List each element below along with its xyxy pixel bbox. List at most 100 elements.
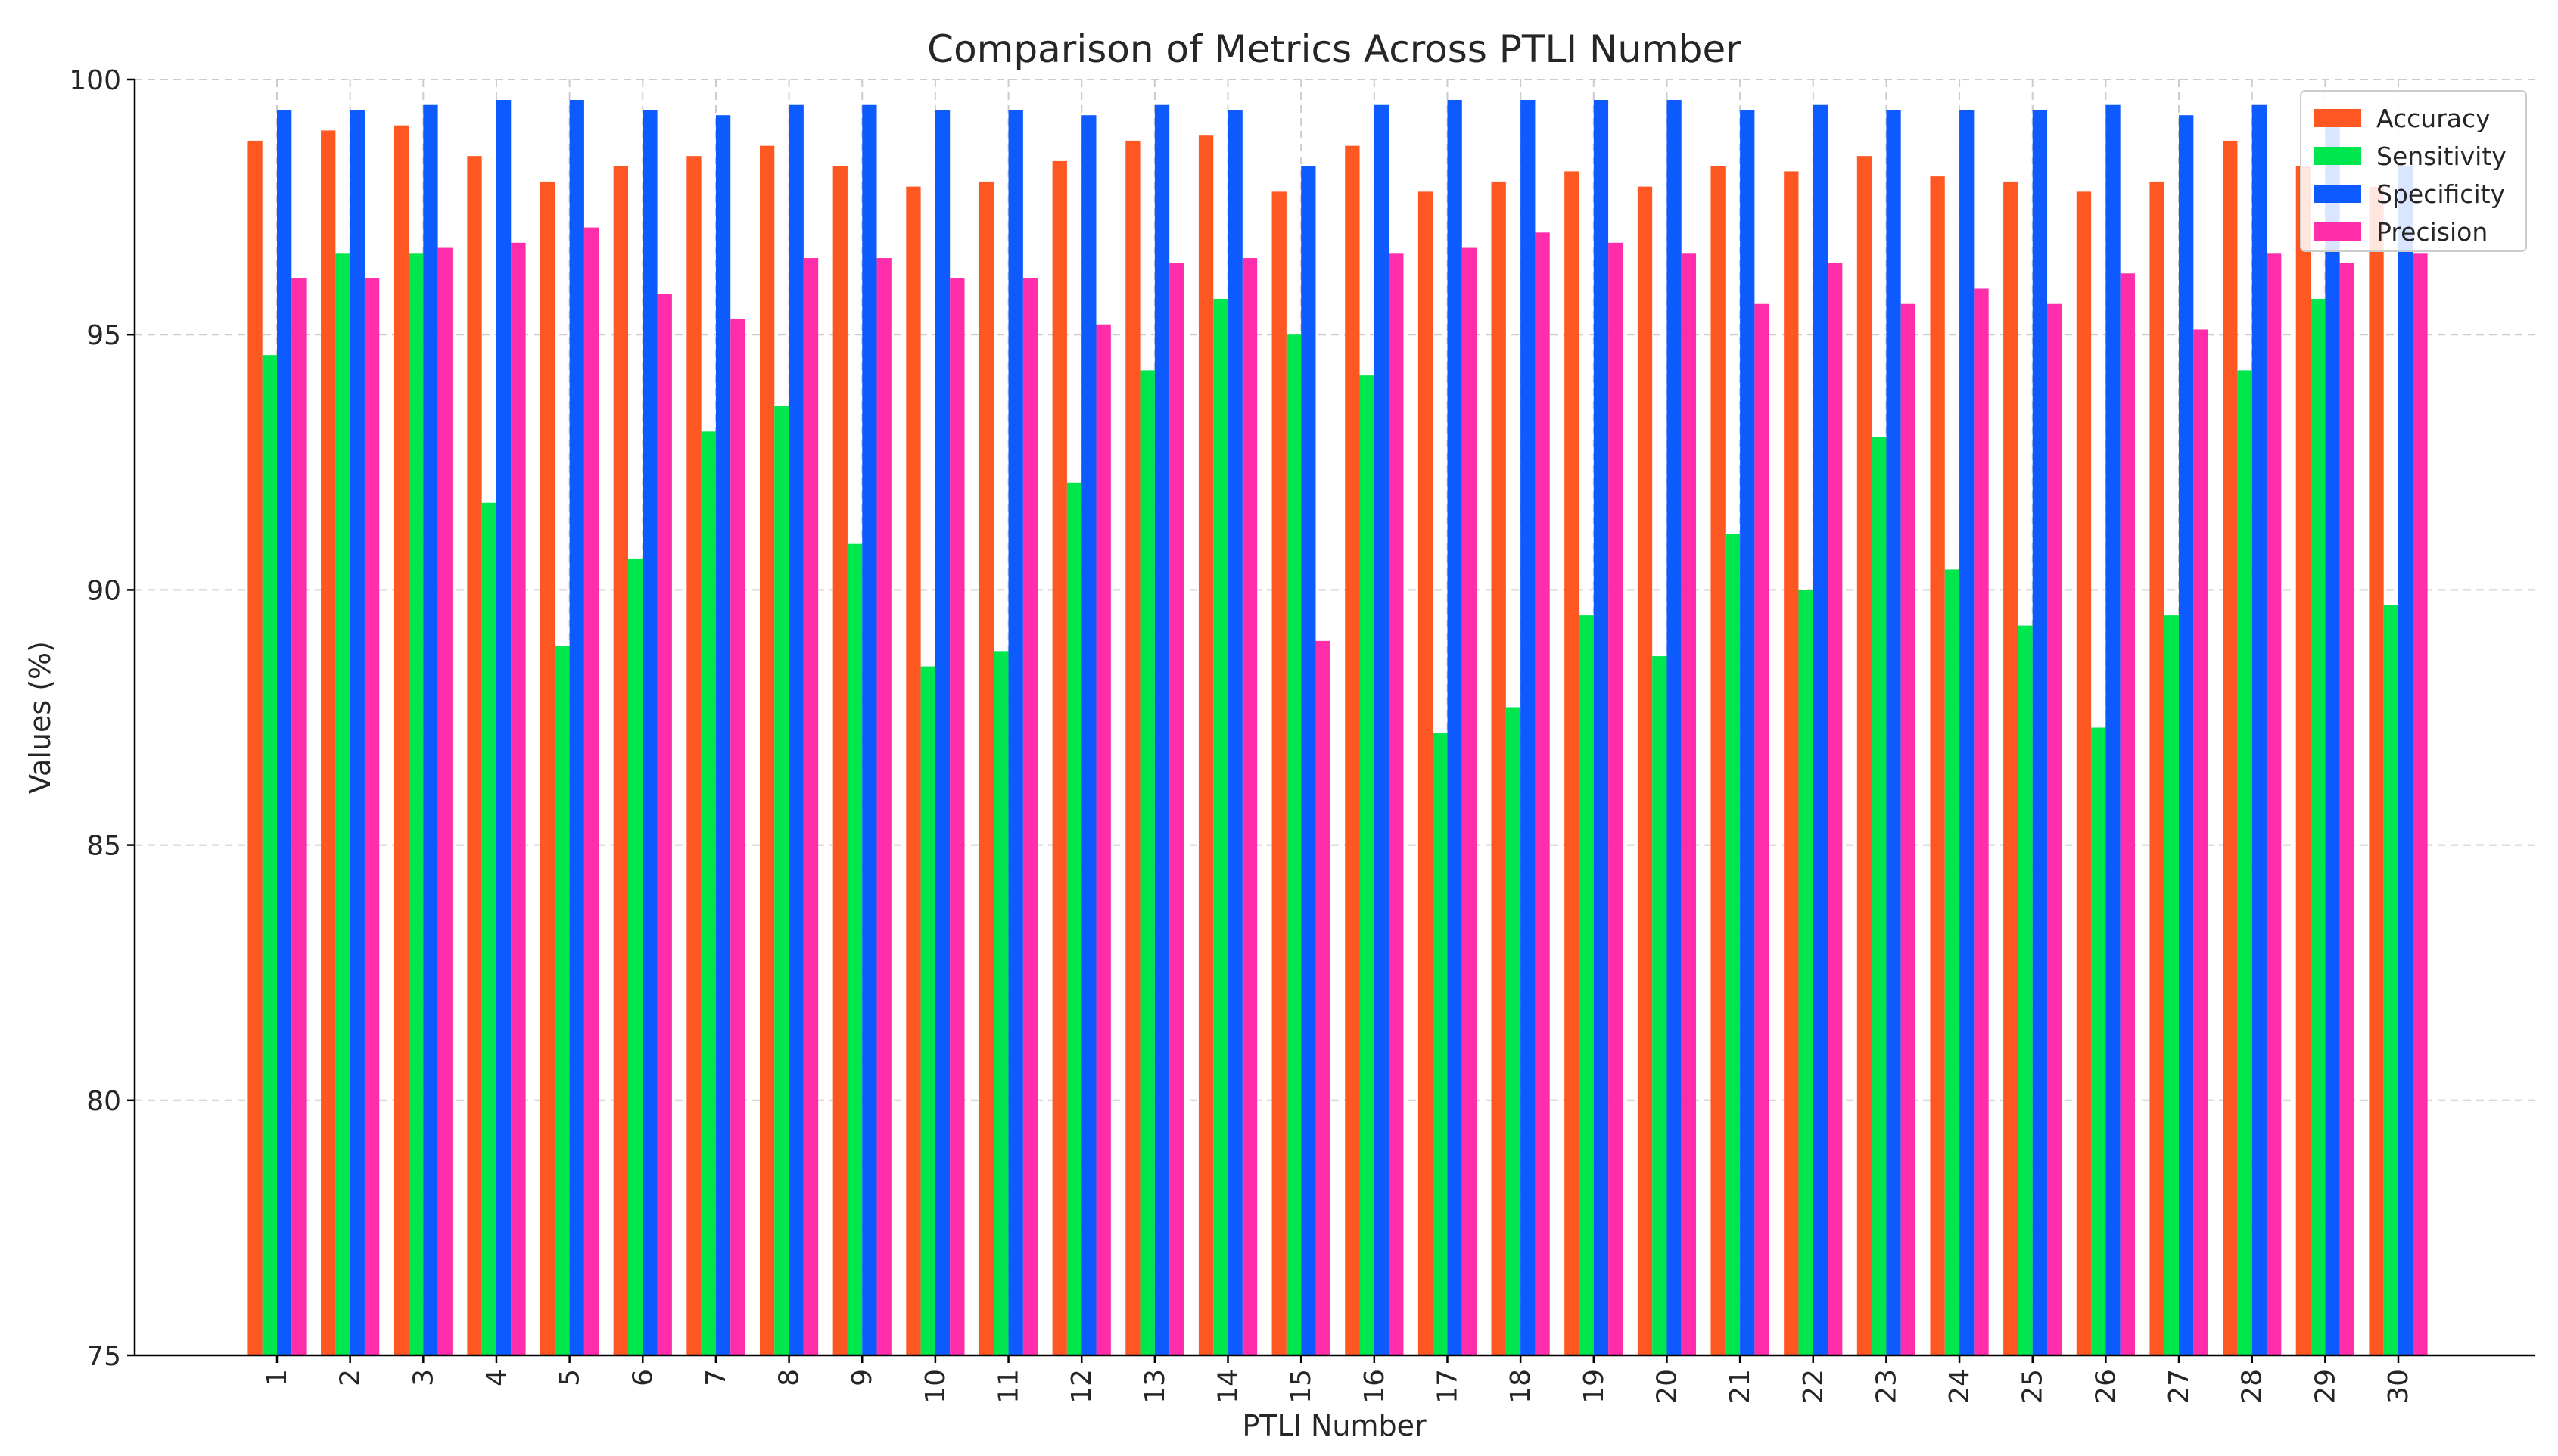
bar-accuracy-3: [394, 125, 409, 1355]
bar-specificity-20: [1666, 99, 1682, 1356]
bar-specificity-18: [1520, 99, 1536, 1356]
bar-precision-21: [1754, 303, 1769, 1356]
bar-specificity-2: [350, 110, 365, 1356]
bar-precision-25: [2047, 303, 2062, 1356]
y-axis-label: Values (%): [23, 641, 57, 794]
bar-precision-12: [1096, 324, 1111, 1355]
bar-precision-28: [2266, 253, 2282, 1355]
bar-precision-13: [1169, 263, 1184, 1356]
bar-specificity-8: [789, 104, 804, 1356]
bar-sensitivity-30: [2383, 605, 2398, 1355]
bar-accuracy-26: [2076, 191, 2092, 1355]
legend-label-precision: Precision: [2376, 217, 2488, 247]
bar-precision-15: [1315, 640, 1330, 1355]
bar-specificity-21: [1740, 110, 1755, 1356]
bar-accuracy-27: [2149, 181, 2164, 1355]
x-tick-label: 20: [1651, 1369, 1682, 1404]
bar-sensitivity-22: [1798, 590, 1813, 1355]
bar-sensitivity-27: [2164, 615, 2180, 1355]
y-tick-label: 75: [86, 1341, 121, 1372]
bar-sensitivity-9: [847, 543, 863, 1355]
x-ticks: 1 2 3 4 5 6 7 8 9 10 11 12 13 14 15 16 17 18 19 20 21 22 23 24 2…: [262, 1355, 2414, 1404]
bar-specificity-6: [643, 110, 658, 1356]
bar-specificity-9: [862, 104, 877, 1356]
legend-swatch-precision: [2314, 222, 2361, 241]
bar-sensitivity-4: [481, 502, 496, 1356]
x-tick-label: 7: [701, 1369, 732, 1386]
bar-precision-3: [437, 247, 453, 1355]
bar-specificity-22: [1813, 104, 1828, 1356]
x-tick-label: 27: [2164, 1369, 2195, 1404]
bar-precision-11: [1022, 278, 1038, 1355]
x-tick-label: 6: [627, 1369, 658, 1386]
bar-specificity-3: [423, 104, 438, 1356]
bar-sensitivity-18: [1505, 707, 1521, 1355]
bar-accuracy-9: [832, 166, 848, 1356]
bar-specificity-25: [2032, 110, 2048, 1356]
bar-accuracy-5: [540, 181, 555, 1355]
bar-accuracy-28: [2223, 140, 2238, 1356]
bar-precision-19: [1608, 242, 1623, 1356]
bar-precision-23: [1900, 303, 1916, 1356]
bar-sensitivity-29: [2311, 298, 2326, 1356]
bar-sensitivity-15: [1286, 334, 1302, 1356]
bar-precision-18: [1535, 232, 1550, 1355]
legend: Accuracy Sensitivity Specificity Precision: [2300, 90, 2527, 252]
x-tick-label: 15: [1286, 1369, 1317, 1404]
bar-specificity-5: [569, 99, 584, 1356]
x-tick-label: 12: [1066, 1369, 1097, 1404]
x-tick-label: 28: [2237, 1369, 2268, 1404]
bar-accuracy-23: [1856, 156, 1872, 1355]
bar-precision-24: [1974, 288, 1989, 1355]
bar-specificity-13: [1154, 104, 1170, 1356]
bar-sensitivity-28: [2237, 370, 2252, 1356]
bar-precision-26: [2120, 273, 2135, 1356]
bar-sensitivity-26: [2091, 727, 2106, 1355]
y-tick-label: 90: [86, 575, 121, 606]
bar-precision-8: [803, 258, 819, 1355]
bar-precision-4: [511, 242, 526, 1356]
x-tick-label: 18: [1505, 1369, 1536, 1404]
bar-precision-9: [876, 258, 892, 1355]
bar-precision-17: [1461, 247, 1477, 1355]
bar-sensitivity-12: [1066, 482, 1082, 1355]
bar-specificity-12: [1081, 115, 1097, 1355]
bar-accuracy-15: [1271, 191, 1287, 1355]
bar-accuracy-16: [1345, 145, 1360, 1355]
bar-sensitivity-14: [1213, 298, 1228, 1356]
x-tick-label: 29: [2310, 1369, 2341, 1404]
bar-accuracy-21: [1710, 166, 1726, 1356]
bar-sensitivity-7: [701, 431, 716, 1356]
bar-accuracy-4: [467, 156, 482, 1355]
bar-sensitivity-6: [627, 558, 643, 1355]
bar-precision-2: [364, 278, 380, 1355]
legend-label-specificity: Specificity: [2376, 179, 2505, 209]
legend-swatch-accuracy: [2314, 109, 2361, 127]
bar-specificity-14: [1228, 110, 1243, 1356]
bar-sensitivity-20: [1652, 656, 1667, 1355]
bar-accuracy-17: [1417, 191, 1433, 1355]
bar-specificity-11: [1008, 110, 1023, 1356]
axes: [133, 79, 2535, 1357]
bar-accuracy-20: [1637, 186, 1653, 1355]
y-ticks: 75 80 85 90 95 100: [69, 65, 135, 1372]
legend-box: [2300, 90, 2527, 252]
y-tick-label: 95: [86, 320, 121, 351]
chart-title: Comparison of Metrics Across PTLI Number: [927, 27, 1741, 71]
bar-accuracy-19: [1564, 171, 1579, 1356]
bar-precision-30: [2413, 253, 2428, 1355]
y-tick-label: 100: [69, 65, 121, 96]
bars: [247, 99, 2428, 1356]
bar-accuracy-30: [2369, 186, 2384, 1355]
bar-accuracy-25: [2003, 181, 2018, 1355]
bar-sensitivity-10: [920, 666, 935, 1355]
bar-sensitivity-19: [1579, 615, 1594, 1355]
x-tick-label: 9: [847, 1369, 878, 1386]
bar-accuracy-6: [613, 166, 628, 1356]
bar-specificity-24: [1959, 110, 1975, 1356]
bar-sensitivity-8: [774, 406, 789, 1356]
bar-sensitivity-17: [1433, 733, 1448, 1355]
bar-specificity-1: [277, 110, 292, 1356]
bar-accuracy-14: [1198, 135, 1214, 1356]
